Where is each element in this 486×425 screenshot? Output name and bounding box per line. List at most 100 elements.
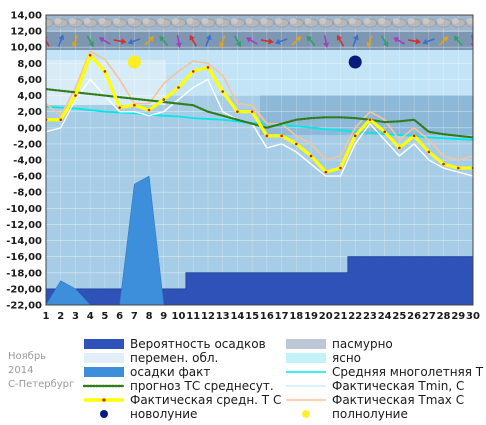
- y-tick-label: 4,00: [17, 91, 42, 102]
- legend-item: ясно: [286, 351, 361, 365]
- arrow-head: [71, 41, 78, 48]
- y-tick-label: -16,00: [6, 252, 42, 263]
- cloud-icon: [259, 18, 275, 28]
- wind-arrow-icon: [144, 36, 155, 46]
- cloud-puff: [201, 18, 209, 24]
- cloud-icon: [215, 18, 230, 28]
- full-moon-marker: [127, 55, 141, 69]
- mean-point: [324, 170, 328, 174]
- legend-swatch: [286, 353, 326, 363]
- cloud-icon: [421, 18, 437, 28]
- legend-swatch: [84, 367, 124, 377]
- cloud-icon: [141, 18, 157, 28]
- y-tick-label: 12,00: [10, 27, 42, 38]
- y-tick-label: 0,00: [17, 123, 42, 134]
- cloud-icon: [171, 18, 186, 28]
- x-tick-label: 10: [172, 311, 186, 322]
- y-tick-label: -4,00: [13, 156, 42, 167]
- arrow-head: [148, 36, 155, 42]
- x-tick-label: 22: [348, 311, 362, 322]
- mean-point: [236, 110, 239, 113]
- wind-arrow-icon: [393, 37, 405, 45]
- wind-arrow-icon: [352, 34, 359, 47]
- arrow-head: [121, 38, 127, 45]
- x-tick-label: 19: [304, 311, 318, 322]
- cloud-puff: [378, 18, 386, 24]
- cloud-band-left: [46, 60, 166, 105]
- legend-label: осадки факт: [130, 365, 210, 379]
- arrow-head: [235, 41, 242, 48]
- mean-point: [88, 53, 92, 57]
- arrow-head: [306, 35, 313, 42]
- wind-arrow-icon: [336, 34, 345, 47]
- wind-arrow-icon: [46, 34, 50, 47]
- x-tick-label: 16: [260, 311, 274, 322]
- legend-swatch: [84, 339, 124, 349]
- legend-swatch-dot: [102, 398, 106, 402]
- x-tick-label: 25: [392, 311, 406, 322]
- y-tick-label: 2,00: [17, 107, 42, 118]
- cloud-puff: [466, 18, 473, 24]
- cloud-icon: [377, 18, 392, 28]
- footer-month: Ноябрь: [8, 351, 46, 362]
- x-tick-label: 23: [363, 311, 377, 322]
- y-tick-label: 14,00: [10, 11, 42, 22]
- cloud-icon: [82, 18, 98, 28]
- wind-arrow-icon: [246, 37, 258, 45]
- cloud-icon: [274, 18, 289, 28]
- wind-arrow-icon: [422, 38, 435, 45]
- mean-point: [221, 90, 224, 93]
- arrow-head: [353, 34, 359, 41]
- x-axis: 1 2 3 4 5 6 7 8 9 10 11 12 13 14 15 16 17 18 19 20 21 22 23 24 2…: [43, 311, 480, 322]
- wind-arrow-icon: [408, 38, 421, 45]
- x-tick-label: 6: [116, 311, 123, 322]
- arrow-head: [295, 36, 302, 42]
- weather-icons: [46, 18, 473, 48]
- wind-arrow-icon: [57, 34, 65, 47]
- wind-arrow-icon: [71, 35, 79, 48]
- cloud-icon: [436, 18, 451, 28]
- mean-point: [147, 108, 151, 112]
- y-tick-label: 8,00: [17, 59, 42, 70]
- x-tick-label: 14: [230, 311, 244, 322]
- y-tick-label: -6,00: [13, 172, 42, 183]
- mean-point: [368, 118, 372, 122]
- legend-label: Вероятность осадков: [130, 337, 266, 351]
- arrow-head: [453, 35, 460, 42]
- cloud-puff: [275, 18, 283, 24]
- x-tick-label: 5: [101, 311, 108, 322]
- x-tick-label: 11: [186, 311, 200, 322]
- cloud-puff: [333, 18, 341, 24]
- arrow-head: [366, 41, 373, 48]
- x-tick-label: 24: [378, 311, 392, 322]
- x-tick-label: 18: [289, 311, 303, 322]
- cloud-puff: [422, 18, 430, 24]
- wind-arrow-icon: [366, 35, 373, 48]
- cloud-icon: [127, 18, 142, 28]
- mean-point: [353, 134, 357, 138]
- legend-swatch: [100, 410, 108, 418]
- x-tick-label: 1: [43, 311, 50, 322]
- y-tick-label: -22,00: [6, 301, 42, 312]
- mean-point: [59, 118, 63, 122]
- y-tick-label: -8,00: [13, 188, 42, 199]
- mean-point: [177, 86, 180, 89]
- mean-point: [191, 70, 195, 73]
- arrow-head: [336, 34, 343, 41]
- arrow-head: [219, 41, 225, 48]
- cloud-puff: [142, 18, 150, 24]
- cloud-puff: [98, 18, 106, 24]
- line-tmax: [46, 50, 473, 161]
- wind-arrow-icon: [438, 36, 449, 46]
- arrow-head: [415, 38, 421, 45]
- legend-item: осадки факт: [84, 365, 210, 379]
- cloud-icon: [465, 18, 473, 28]
- mean-point: [206, 66, 210, 69]
- legend-swatch: [286, 339, 326, 349]
- y-tick-label: 10,00: [10, 43, 42, 54]
- cloud-puff: [363, 18, 371, 24]
- cloud-icon: [97, 18, 113, 28]
- legend-swatch: [84, 353, 124, 363]
- temperature-lines: [46, 50, 473, 177]
- mean-point: [339, 166, 342, 170]
